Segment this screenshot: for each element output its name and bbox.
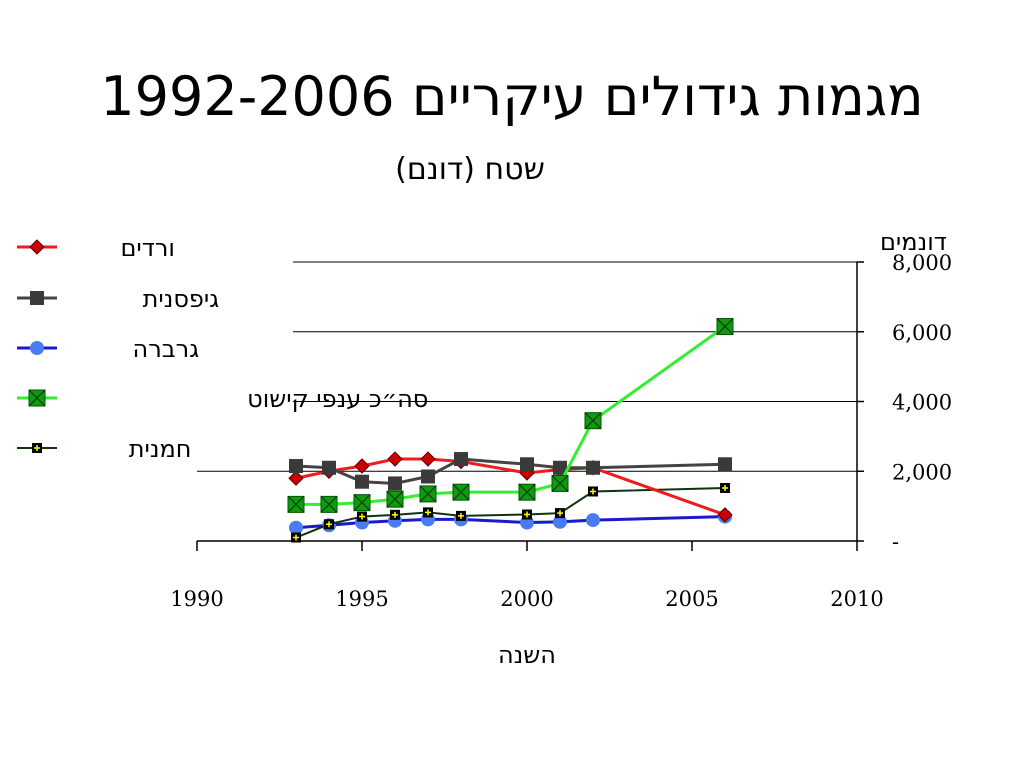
data-point: [553, 460, 567, 475]
y-tick-label: 8,000: [892, 251, 952, 275]
legend-item: סה״כ ענפי קישוט: [17, 385, 428, 413]
x-axis-title: השנה: [498, 641, 556, 669]
legend-label: ורדים: [120, 234, 174, 262]
series-line: [295, 515, 726, 530]
data-point: [355, 474, 369, 489]
data-point: [32, 443, 42, 453]
legend-item: גיפסנית: [17, 285, 219, 313]
data-point: [720, 482, 730, 493]
data-point: [520, 457, 534, 472]
data-point: [717, 507, 733, 523]
data-point: [354, 458, 370, 474]
legend: ורדים גיפסנית גרברה סה״כ ענפי קישוט חמנית: [17, 234, 428, 463]
data-point: [586, 460, 600, 475]
data-point: [324, 519, 334, 530]
data-point: [454, 452, 468, 467]
data-point: [420, 451, 436, 467]
data-point: [718, 457, 732, 472]
data-point: [518, 483, 536, 501]
data-point: [390, 509, 400, 520]
legend-label: סה״כ ענפי קישוט: [247, 385, 428, 413]
data-point: [553, 514, 567, 529]
data-point: [423, 507, 433, 518]
x-tick-label: 2000: [500, 587, 553, 611]
series-3: [289, 509, 732, 535]
series-line: [295, 457, 726, 485]
legend-label: חמנית: [129, 435, 192, 463]
series-line: [295, 486, 726, 539]
data-point: [387, 451, 403, 467]
y-tick-label: 2,000: [892, 460, 952, 484]
data-point: [357, 511, 367, 522]
x-tick-label: 1995: [335, 587, 388, 611]
legend-item: ורדים: [17, 234, 175, 262]
data-point: [555, 508, 565, 519]
data-point: [386, 490, 404, 508]
data-point: [716, 318, 734, 336]
data-point: [522, 509, 532, 520]
data-point: [289, 520, 303, 535]
x-tick-label: 1990: [170, 587, 223, 611]
data-point: [288, 470, 304, 486]
series-4: [287, 318, 734, 513]
data-point: [30, 341, 44, 355]
legend-item: חמנית: [17, 435, 191, 463]
data-point: [388, 476, 402, 491]
data-point: [287, 495, 305, 513]
data-point: [584, 412, 602, 430]
data-point: [320, 495, 338, 513]
series-2: [289, 452, 732, 491]
data-point: [421, 469, 435, 484]
data-point: [291, 532, 301, 543]
data-point: [586, 513, 600, 528]
data-point: [551, 474, 569, 492]
data-point: [30, 291, 44, 305]
axis-ticks: 1990 1995 2000 2005 2010 - 2,000 4,000 6,000 8,00…: [170, 251, 952, 611]
data-point: [289, 459, 303, 474]
y-tick-label: 4,000: [892, 391, 952, 415]
data-point: [456, 510, 466, 521]
slide-title: מגמות גידולים עיקריים 1992-2006: [100, 65, 924, 128]
grid-lines: [197, 261, 857, 472]
data-point: [588, 486, 598, 497]
series-5: [291, 482, 730, 543]
y-tick-label: 6,000: [892, 321, 952, 345]
y-tick-label: -: [892, 530, 899, 554]
data-point: [28, 389, 46, 407]
x-tick-label: 2005: [665, 587, 718, 611]
chart-subtitle: שטח (דונם): [395, 152, 545, 187]
y-axis-title: דונמים: [880, 228, 947, 256]
series-line: [296, 325, 726, 506]
data-point: [353, 494, 371, 512]
data-point: [452, 483, 470, 501]
series-group: [287, 318, 734, 543]
x-tick-label: 2010: [830, 587, 883, 611]
data-point: [322, 460, 336, 475]
data-point: [419, 485, 437, 503]
legend-label: גרברה: [133, 335, 200, 363]
data-point: [29, 239, 45, 255]
legend-label: גיפסנית: [143, 285, 220, 313]
legend-item: גרברה: [17, 335, 199, 363]
